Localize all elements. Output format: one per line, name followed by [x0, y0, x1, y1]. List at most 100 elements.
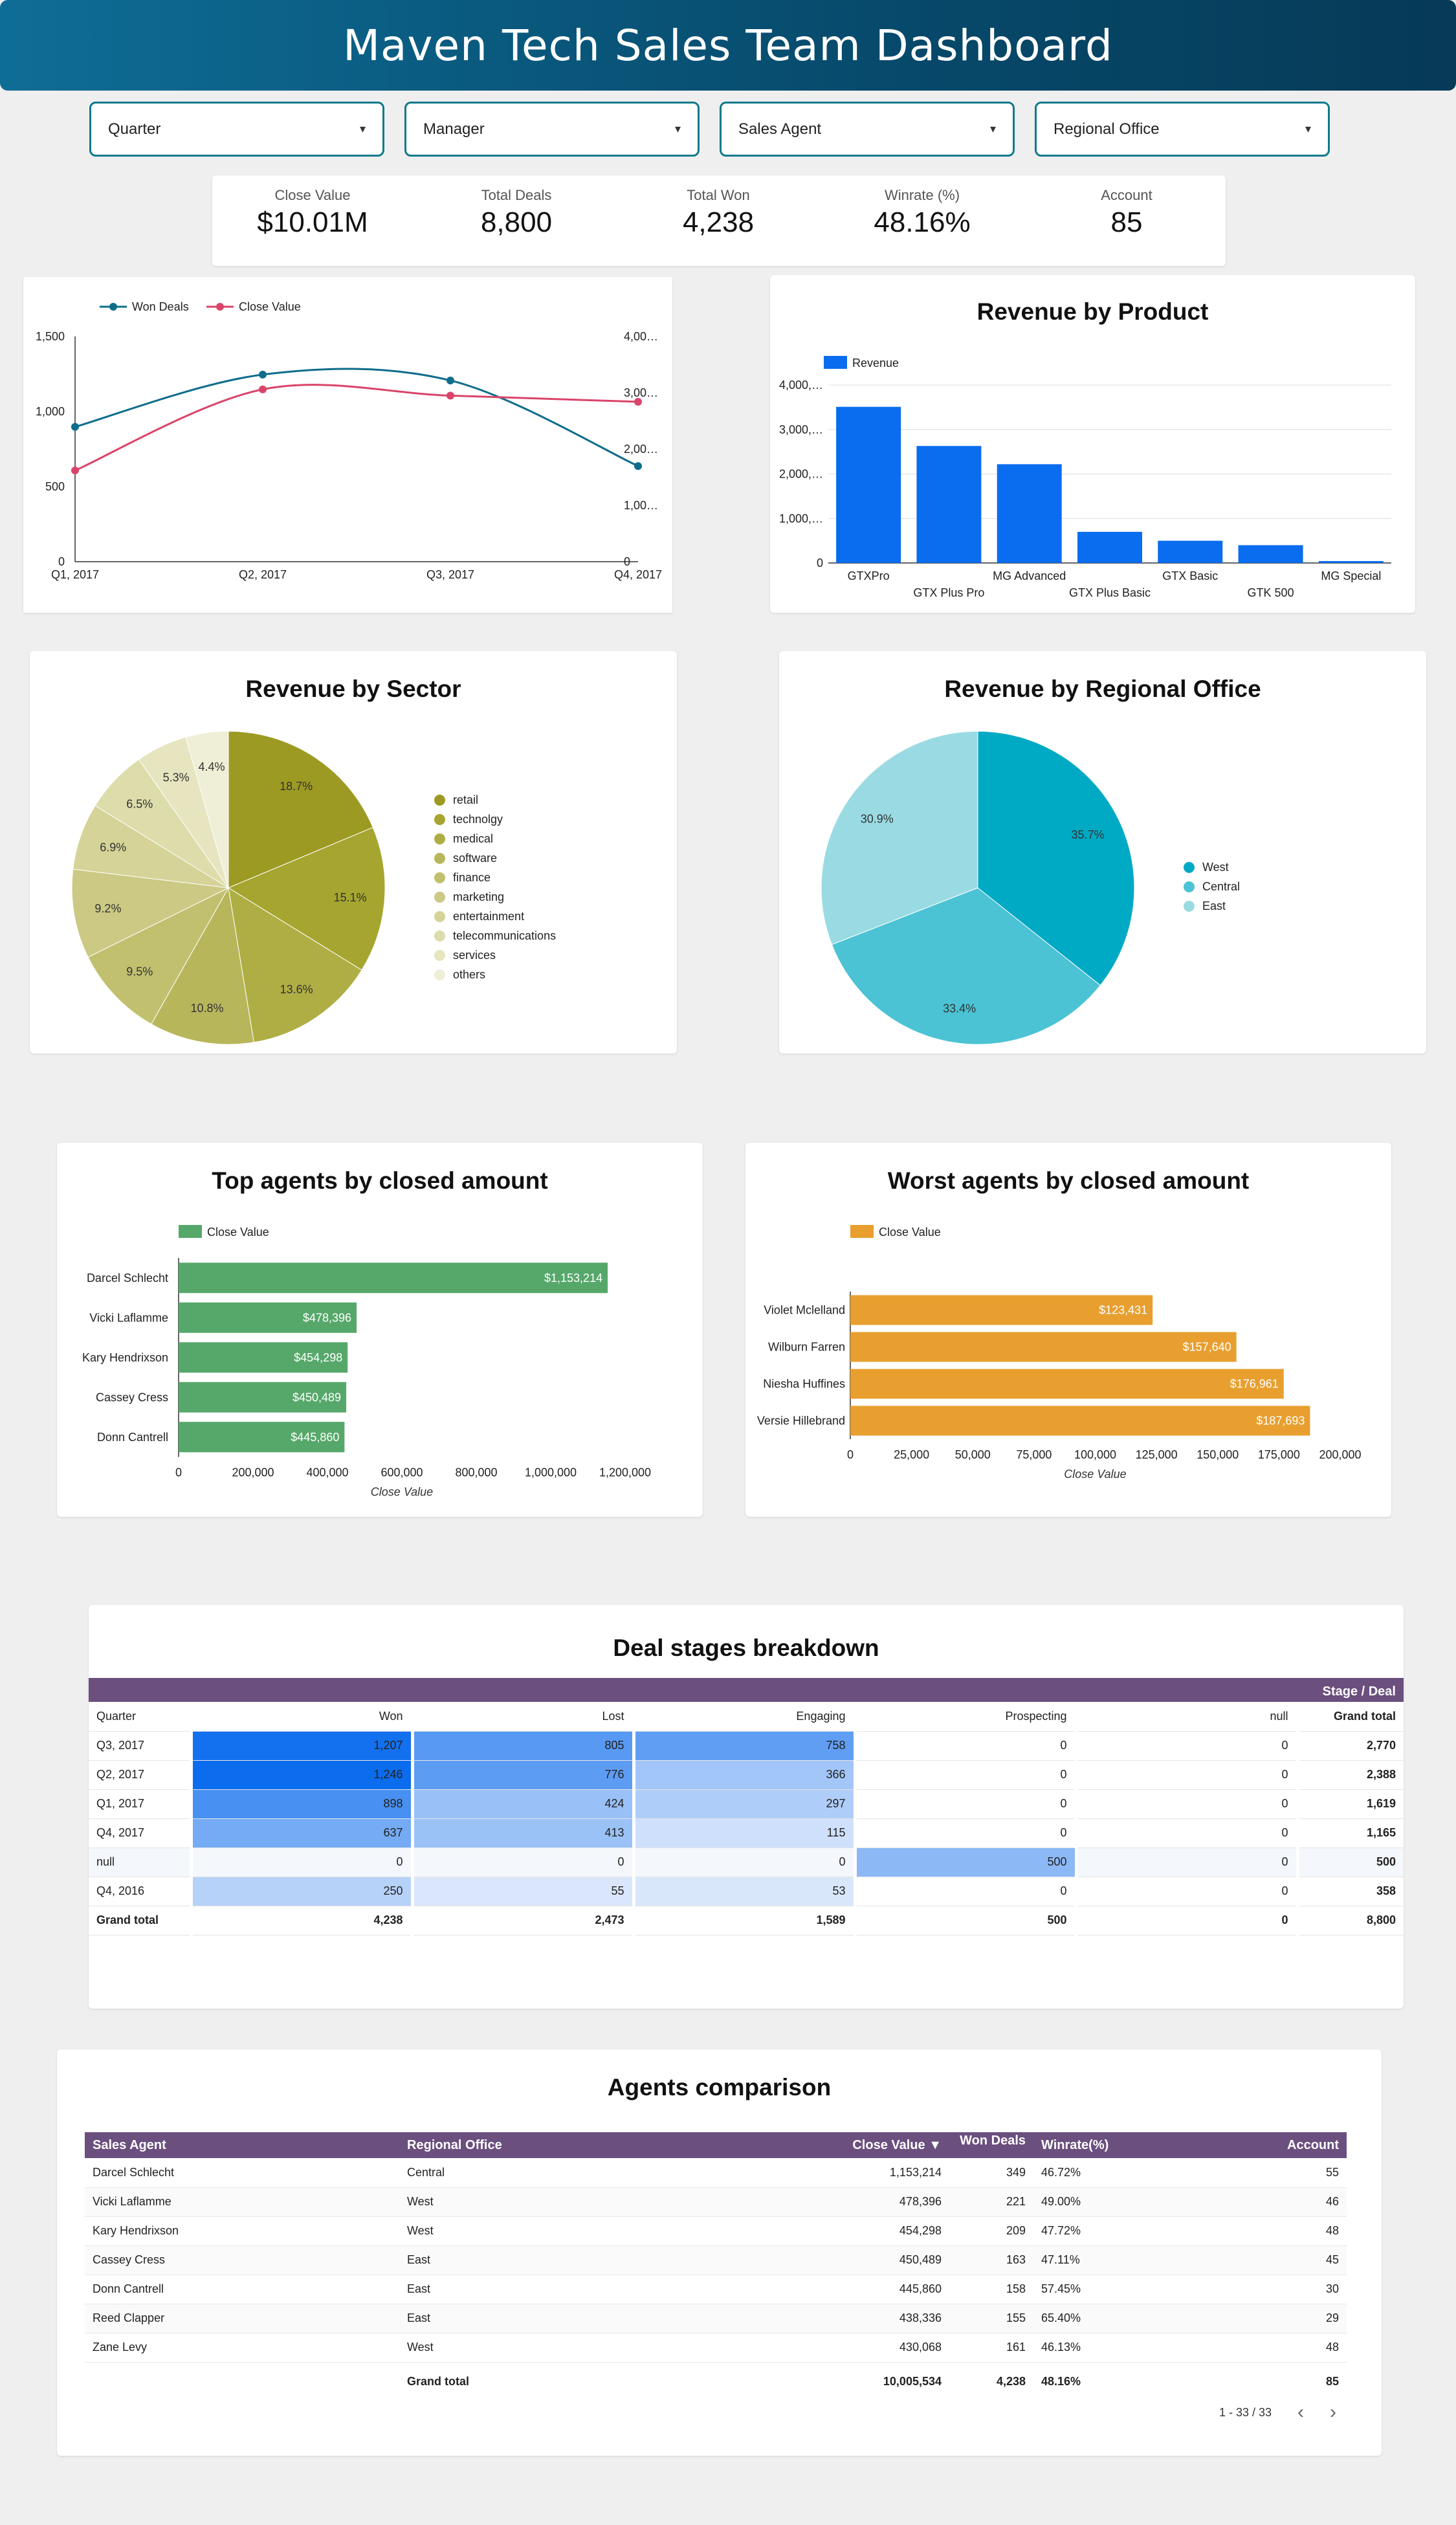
legend-dot-icon — [434, 795, 445, 806]
pie-slice[interactable] — [831, 887, 1101, 1045]
legend-item[interactable]: East — [1184, 899, 1226, 913]
dropdown-arrow-icon: ▾ — [1305, 122, 1311, 135]
table-row[interactable]: Reed Clapper East 438,336 155 65.40% 29 — [85, 2304, 1347, 2333]
data-point[interactable] — [71, 467, 79, 475]
data-point[interactable] — [634, 397, 642, 406]
pivot-row[interactable]: Q1, 2017 898 424 297 0 0 1,619 — [89, 1789, 1404, 1819]
pivot-row[interactable]: Q4, 2017 637 413 115 0 0 1,165 — [89, 1818, 1404, 1848]
legend-item[interactable]: retail — [434, 793, 478, 807]
x-tick-label: MG Special — [1321, 569, 1381, 582]
pie-slice[interactable] — [977, 731, 1135, 986]
legend-item[interactable]: Central — [1184, 880, 1240, 894]
pie-slice[interactable] — [228, 731, 373, 888]
next-page-icon[interactable]: › — [1330, 2401, 1336, 2423]
comparison-col-header[interactable]: Account — [1287, 2137, 1339, 2152]
legend-item[interactable]: finance — [434, 871, 491, 885]
kpi-label: Account — [1101, 187, 1153, 203]
x-tick-label: GTX Basic — [1162, 569, 1218, 582]
bar[interactable] — [1158, 540, 1223, 563]
pivot-cell: 0 — [1076, 1877, 1299, 1906]
legend-item[interactable]: technolgy — [434, 813, 503, 826]
legend-item[interactable]: medical — [434, 832, 493, 846]
pivot-row[interactable]: Q3, 2017 1,207 805 758 0 0 2,770 — [89, 1731, 1404, 1761]
table-row[interactable]: Darcel Schlecht Central 1,153,214 349 46.72%… — [85, 2158, 1347, 2188]
table-row[interactable]: Zane Levy West 430,068 161 46.13% 48 — [85, 2333, 1347, 2363]
comparison-col-header[interactable]: Sales Agent — [93, 2137, 166, 2152]
pivot-cell: 1,246 — [191, 1760, 414, 1790]
data-point[interactable] — [634, 462, 642, 470]
prev-page-icon[interactable]: ‹ — [1297, 2401, 1304, 2423]
table-row[interactable]: Cassey Cress East 450,489 163 47.11% 45 — [85, 2245, 1347, 2275]
table-cell: 55 — [1124, 2158, 1347, 2188]
kpi-value: 8,800 — [480, 206, 553, 238]
pivot-col-header[interactable]: Lost — [412, 1702, 635, 1732]
pie-slice[interactable] — [72, 805, 229, 888]
bar[interactable] — [179, 1302, 357, 1333]
bar[interactable] — [179, 1342, 348, 1373]
table-row[interactable]: Donn Cantrell East 445,860 158 57.45% 30 — [85, 2275, 1347, 2304]
legend-item[interactable]: West — [1184, 861, 1229, 874]
pie-slice[interactable] — [227, 827, 386, 971]
filter-label: Manager — [423, 120, 485, 138]
bar[interactable] — [1077, 531, 1142, 563]
bar[interactable] — [850, 1295, 1153, 1325]
pivot-col-header[interactable]: Grand total — [1297, 1702, 1404, 1732]
bar[interactable] — [179, 1382, 347, 1413]
bar[interactable] — [850, 1369, 1284, 1399]
filter-quarter[interactable]: Quarter ▾ — [89, 102, 384, 157]
table-cell: 49.00% — [1033, 2187, 1124, 2217]
pivot-row[interactable]: Q2, 2017 1,246 776 366 0 0 2,388 — [89, 1760, 1404, 1790]
table-row[interactable]: Vicki Laflamme West 478,396 221 49.00% 46 — [85, 2187, 1347, 2217]
bar[interactable] — [179, 1262, 608, 1294]
legend-item[interactable]: others — [434, 968, 485, 982]
pivot-col-header[interactable]: Won — [191, 1702, 414, 1732]
slice-label: 10.8% — [190, 1002, 223, 1015]
x-tick-label: GTK 500 — [1248, 586, 1294, 599]
bar[interactable] — [836, 406, 901, 563]
pivot-total-row: Grand total 4,238 2,473 1,589 500 0 8,800 — [89, 1906, 1404, 1935]
filter-regional-office[interactable]: Regional Office ▾ — [1035, 102, 1330, 157]
pivot-col-header[interactable]: Prospecting — [855, 1702, 1078, 1732]
table-cell: 46 — [1124, 2187, 1347, 2217]
comparison-col-header[interactable]: Regional Office — [407, 2137, 502, 2152]
pivot-row[interactable]: null 0 0 0 500 0 500 — [89, 1847, 1404, 1877]
bar[interactable] — [916, 446, 982, 563]
bar[interactable] — [179, 1422, 345, 1453]
pie-slice[interactable] — [71, 868, 230, 958]
agents-comparison-card: Agents comparison Sales Agent Regional O… — [57, 2049, 1382, 2456]
legend-item[interactable]: marketing — [434, 890, 504, 904]
filter-label: Sales Agent — [738, 120, 822, 138]
pivot-row[interactable]: Q4, 2016 250 55 53 0 0 358 — [89, 1877, 1404, 1906]
filter-sales-agent[interactable]: Sales Agent ▾ — [720, 102, 1015, 157]
bar[interactable] — [850, 1332, 1237, 1362]
pie-slice[interactable] — [185, 731, 229, 888]
kpi-value: 4,238 — [682, 206, 755, 238]
data-point[interactable] — [447, 391, 454, 400]
comparison-col-header-sorted[interactable]: Close Value ▼ — [852, 2137, 942, 2152]
data-point[interactable] — [447, 376, 454, 384]
bar[interactable] — [1238, 545, 1303, 564]
legend-item[interactable]: telecommunications — [434, 929, 556, 943]
pivot-col-header[interactable]: Engaging — [634, 1702, 857, 1732]
pivot-col-header[interactable]: null — [1076, 1702, 1299, 1732]
comparison-col-header[interactable]: Winrate(%) — [1041, 2137, 1109, 2152]
pie-slice[interactable] — [151, 887, 254, 1045]
data-point[interactable] — [259, 385, 267, 393]
filter-manager[interactable]: Manager ▾ — [404, 102, 700, 157]
bar[interactable] — [850, 1406, 1310, 1436]
bar[interactable] — [997, 464, 1062, 563]
bar[interactable] — [1318, 561, 1384, 563]
pivot-row-header: Quarter — [89, 1702, 193, 1732]
pie-slice[interactable] — [821, 731, 978, 945]
comparison-col-header[interactable]: Won Deals — [960, 2134, 1026, 2148]
pie-slice[interactable] — [87, 887, 230, 1025]
legend-item[interactable]: software — [434, 852, 497, 865]
table-row[interactable]: Kary Hendrixson West 454,298 209 47.72% 48 — [85, 2216, 1347, 2246]
legend-item[interactable]: services — [434, 949, 496, 962]
pivot-cell: 2,388 — [1297, 1760, 1404, 1790]
data-point[interactable] — [71, 423, 79, 431]
pie-slice[interactable] — [228, 887, 362, 1043]
legend-item[interactable]: entertainment — [434, 910, 524, 923]
revenue-by-office-pie: 35.7% 33.4% 30.9% — [821, 731, 1135, 1045]
data-point[interactable] — [259, 370, 267, 379]
